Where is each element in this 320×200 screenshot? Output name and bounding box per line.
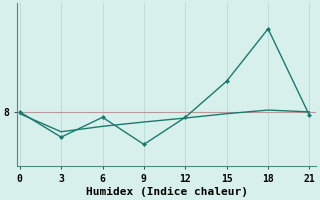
X-axis label: Humidex (Indice chaleur): Humidex (Indice chaleur) xyxy=(86,186,248,197)
